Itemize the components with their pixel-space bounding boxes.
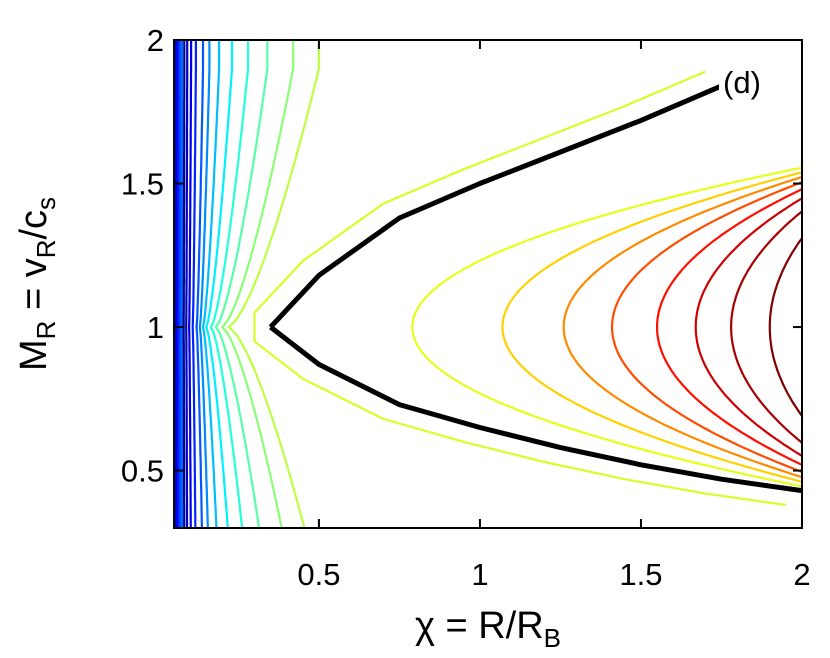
y-tick-label: 1	[147, 310, 164, 345]
open-contour	[220, 40, 295, 528]
y-tick-label: 1.5	[121, 167, 164, 202]
plot-area-frame	[173, 39, 803, 529]
x-axis-title-subscript: B	[544, 623, 561, 653]
open-contour	[214, 40, 269, 528]
open-contour	[198, 40, 211, 528]
closed-contour	[655, 187, 802, 467]
open-contour	[227, 40, 320, 528]
open-contour	[209, 40, 250, 528]
x-axis-title: χ = R/RB	[415, 605, 561, 653]
y-tick-label: 2	[147, 23, 164, 58]
x-tick-label: 1.5	[619, 557, 662, 592]
panel-label-background	[719, 63, 765, 102]
closed-contour	[694, 196, 802, 458]
y-axis-title: MR = vR/cs	[13, 197, 61, 371]
open-contour	[191, 40, 197, 528]
closed-contour	[562, 175, 802, 479]
y-axis-title-subscript: R	[31, 321, 61, 340]
closed-contour	[501, 171, 802, 483]
y-axis-title-part: /c	[13, 210, 55, 240]
near-critical-contour	[253, 70, 787, 507]
axis-ticks: 0.5 1 1.5 2 0.5 1 1.5 2	[121, 23, 811, 592]
y-axis-title-subscript: s	[31, 197, 61, 210]
open-contour	[205, 40, 234, 528]
closed-contour	[610, 180, 802, 474]
closed-contour	[768, 236, 802, 418]
open-contour	[201, 40, 221, 528]
x-tick-label: 0.5	[297, 557, 340, 592]
x-axis-title-main: χ = R/R	[415, 605, 544, 647]
closed-contour	[411, 166, 802, 488]
panel-label: (d)	[723, 65, 761, 100]
open-contour	[195, 40, 205, 528]
critical-curve-upper	[268, 83, 723, 329]
y-axis-title-part: M	[13, 339, 55, 371]
x-tick-label: 1	[471, 557, 488, 592]
y-tick-label: 0.5	[121, 454, 164, 489]
open-contour	[187, 40, 193, 528]
contour-lines	[174, 40, 802, 528]
open-contour	[185, 40, 189, 528]
y-axis-title-subscript: R	[31, 240, 61, 259]
open-contour	[182, 40, 186, 528]
y-axis-title-part: = v	[13, 258, 55, 320]
x-tick-label: 2	[793, 557, 810, 592]
critical-curve-lower	[269, 325, 802, 494]
closed-contour	[729, 209, 802, 445]
